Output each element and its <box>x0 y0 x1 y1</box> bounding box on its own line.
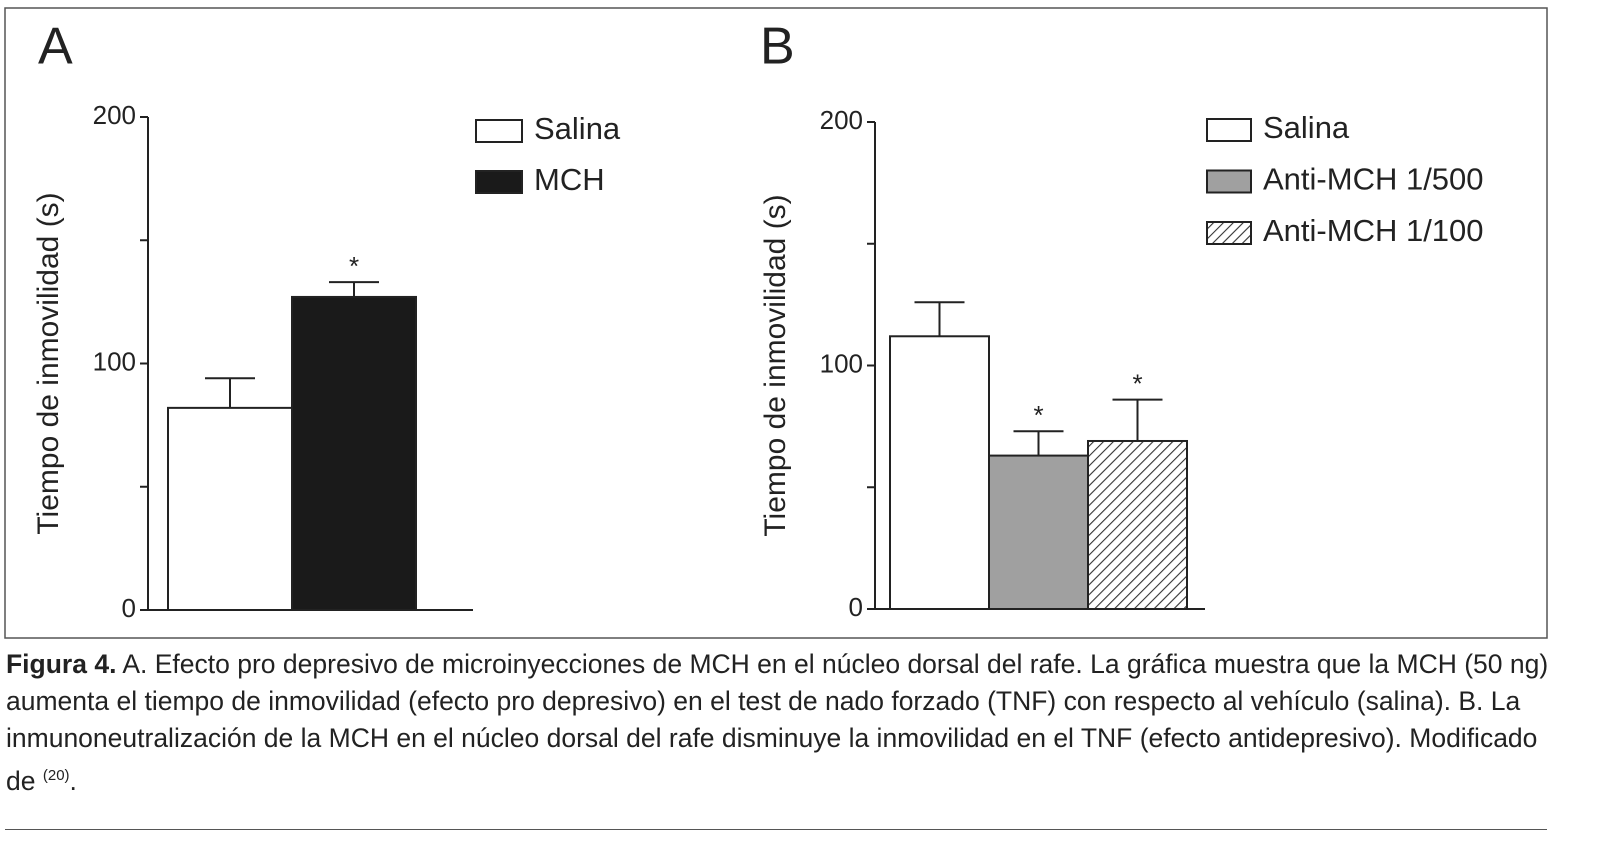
rule <box>5 829 1547 830</box>
legend-label: Anti-MCH 1/500 <box>1263 162 1484 197</box>
y-tick-label: 0 <box>849 592 863 622</box>
caption-reference: (20) <box>42 767 70 784</box>
y-axis-label: Tiempo de inmovilidad (s) <box>32 192 65 534</box>
legend-label: Anti-MCH 1/100 <box>1263 213 1484 248</box>
y-tick-label: 100 <box>820 348 863 378</box>
caption-text: A. Efecto pro depresivo de microinyeccio… <box>6 649 1549 796</box>
bar <box>988 454 1089 610</box>
legend-swatch <box>1206 169 1252 194</box>
legend-label: MCH <box>534 162 605 197</box>
y-tick-label: 200 <box>93 100 136 130</box>
bar <box>291 295 417 611</box>
caption: Figura 4. A. Efecto pro depresivo de mic… <box>6 646 1551 800</box>
y-tick-label: 200 <box>820 105 863 135</box>
legend-swatch <box>1206 118 1252 142</box>
legend-swatch <box>1206 221 1252 245</box>
y-axis-label: Tiempo de inmovilidad (s) <box>759 194 792 536</box>
bar <box>1087 439 1188 610</box>
bar <box>167 406 293 611</box>
significance-marker: * <box>349 251 359 281</box>
figure-frame <box>4 7 1548 639</box>
panel-title: A <box>38 18 73 76</box>
caption-label: Figura 4. <box>6 649 117 679</box>
significance-marker: * <box>1132 368 1142 398</box>
legend-swatch <box>475 170 523 194</box>
legend-label: Salina <box>534 111 621 146</box>
y-tick-label: 100 <box>93 346 136 376</box>
legend-swatch <box>475 119 523 143</box>
figure: A Tiempo de inmovilidad (s) 0 100 200 Salina *… <box>4 7 1548 639</box>
bar <box>889 335 990 610</box>
significance-marker: * <box>1033 400 1043 430</box>
legend-label: Salina <box>1263 110 1350 145</box>
panel-title: B <box>760 18 795 76</box>
y-tick-label: 0 <box>122 593 136 623</box>
caption-end: . <box>69 765 77 796</box>
